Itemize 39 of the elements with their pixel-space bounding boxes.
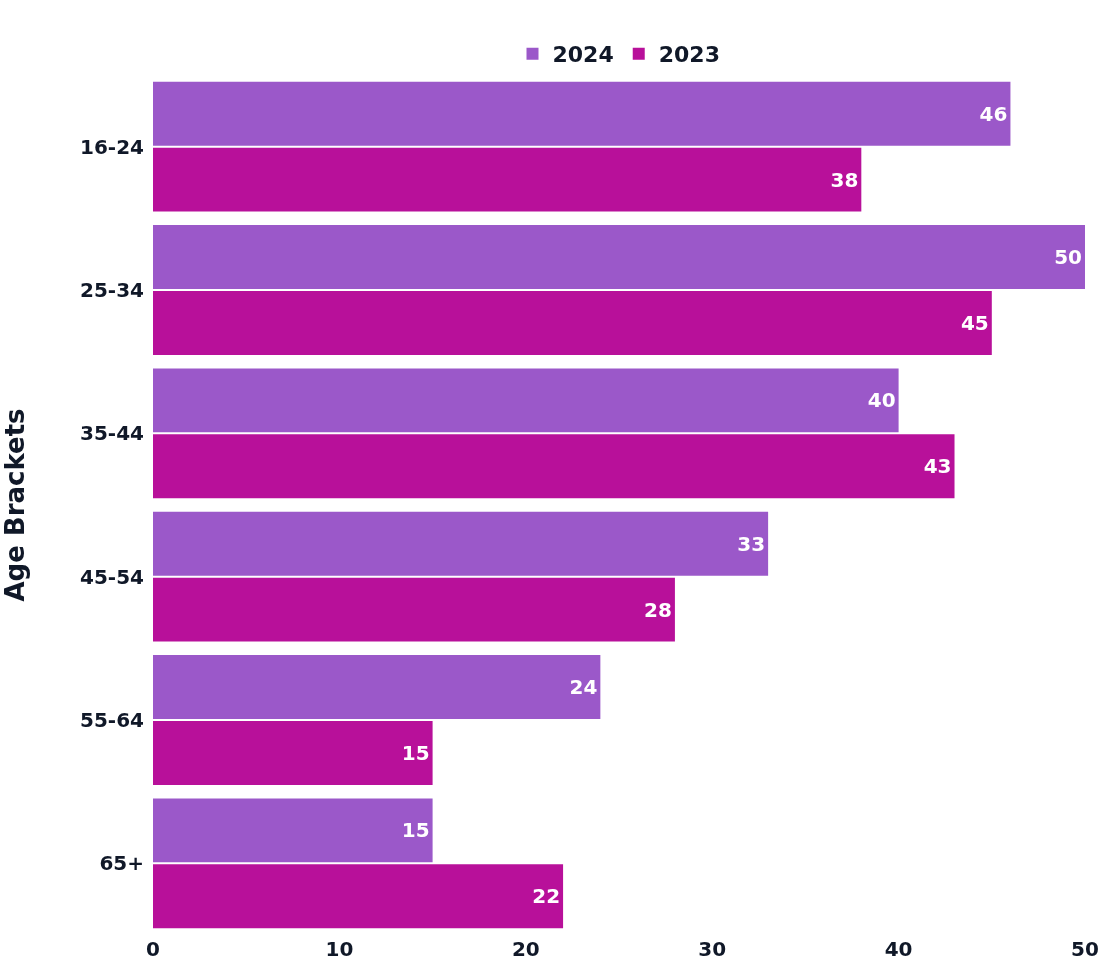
data-label: 33 <box>737 531 766 556</box>
y-axis-title: Age Brackets <box>0 408 30 602</box>
y-tick-label: 16-24 <box>80 134 144 159</box>
bar <box>153 655 601 720</box>
x-tick-label: 30 <box>698 937 727 961</box>
data-label: 38 <box>830 167 859 192</box>
y-tick-label: 35-44 <box>80 421 144 446</box>
x-tick-label: 40 <box>884 937 913 961</box>
bar <box>153 147 862 212</box>
x-tick-label: 20 <box>511 937 540 961</box>
bar <box>153 290 992 355</box>
data-label: 43 <box>923 454 952 479</box>
legend-label: 2024 <box>552 42 614 68</box>
data-label: 15 <box>401 818 430 843</box>
bar <box>153 720 433 785</box>
bar <box>153 511 769 576</box>
x-tick-label: 50 <box>1071 937 1099 961</box>
y-tick-label: 65+ <box>99 851 144 876</box>
bar <box>153 864 564 929</box>
data-label: 24 <box>569 675 598 700</box>
x-tick-label: 10 <box>325 937 354 961</box>
data-label: 28 <box>644 597 672 622</box>
data-label: 50 <box>1054 245 1082 270</box>
legend-label: 2023 <box>658 42 720 68</box>
bar <box>153 577 675 642</box>
data-label: 22 <box>532 884 561 909</box>
bar <box>153 798 433 863</box>
y-tick-label: 45-54 <box>80 564 144 589</box>
data-label: 46 <box>979 101 1008 126</box>
data-label: 45 <box>960 310 989 335</box>
y-tick-label: 25-34 <box>80 278 144 302</box>
data-label: 15 <box>401 740 430 765</box>
x-tick-label: 0 <box>146 937 160 961</box>
bar <box>153 225 1085 290</box>
bar <box>153 368 899 433</box>
y-tick-label: 55-64 <box>80 708 144 732</box>
data-label: 40 <box>867 388 896 413</box>
bar <box>153 81 1011 146</box>
bar <box>153 434 955 499</box>
